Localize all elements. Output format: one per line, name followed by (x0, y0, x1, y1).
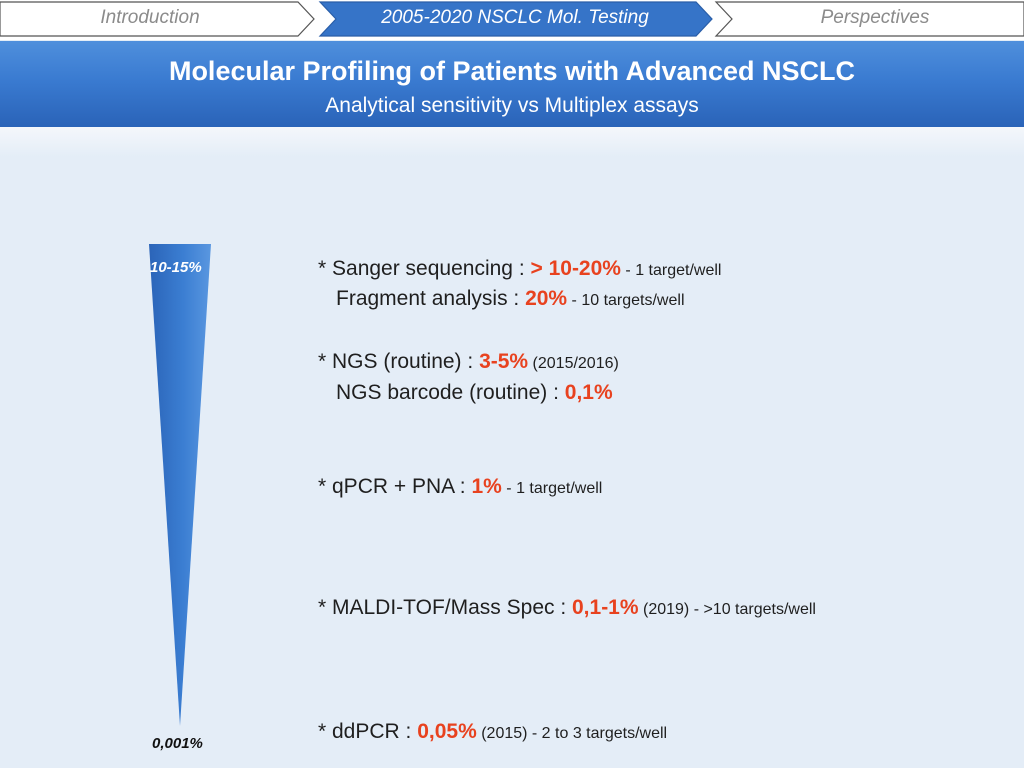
nav-item-perspectives[interactable]: Perspectives (820, 7, 930, 28)
assay-ngs-note: (2015/2016) (528, 355, 619, 372)
assay-ngs: * NGS (routine) : 3-5% (2015/2016) (318, 350, 619, 374)
section-navigation: Introduction 2005-2020 NSCLC Mol. Testin… (0, 0, 1024, 40)
assay-fragment-note: - 10 targets/well (567, 292, 685, 309)
assay-ngs-barcode: NGS barcode (routine) : 0,1% (336, 381, 613, 405)
nav-item-testing[interactable]: 2005-2020 NSCLC Mol. Testing (381, 7, 649, 28)
assay-ddpcr: * ddPCR : 0,05% (2015) - 2 to 3 targets/… (318, 720, 667, 744)
nav-item-introduction[interactable]: Introduction (100, 7, 200, 28)
assay-sanger-name: * Sanger sequencing : (318, 257, 531, 280)
assay-ngs-value: 3-5% (479, 350, 529, 373)
slide-title: Molecular Profiling of Patients with Adv… (168, 56, 856, 86)
slide-subtitle: Analytical sensitivity vs Multiplex assa… (325, 94, 699, 117)
assay-ngs-name: * NGS (routine) : (318, 350, 480, 373)
assay-sanger: * Sanger sequencing : > 10-20% - 1 targe… (318, 257, 721, 281)
assay-maldi-value: 0,1-1% (572, 596, 639, 619)
assay-fragment-name: Fragment analysis : (336, 287, 526, 310)
sensitivity-wedge (149, 244, 211, 726)
assay-maldi: * MALDI-TOF/Mass Spec : 0,1-1% (2019) - … (318, 596, 816, 620)
assay-qpcr: * qPCR + PNA : 1% - 1 target/well (318, 475, 602, 499)
nav-chevrons (0, 1, 1024, 37)
scale-bottom-label: 0,001% (152, 735, 203, 752)
assay-ddpcr-note: (2015) - 2 to 3 targets/well (476, 725, 668, 742)
assay-ngs-barcode-value: 0,1% (564, 381, 613, 404)
assay-fragment: Fragment analysis : 20% - 10 targets/wel… (336, 287, 685, 311)
header-shadow (0, 127, 1024, 157)
assay-qpcr-note: - 1 target/well (501, 480, 603, 497)
assay-maldi-name: * MALDI-TOF/Mass Spec : (318, 596, 572, 619)
assay-ngs-barcode-name: NGS barcode (routine) : (336, 381, 565, 404)
assay-sanger-value: > 10-20% (530, 257, 621, 280)
assay-ddpcr-value: 0,05% (417, 720, 477, 743)
assay-sanger-note: - 1 target/well (620, 262, 722, 279)
scale-top-label: 10-15% (150, 259, 202, 276)
nav-chevron-testing[interactable] (318, 1, 713, 37)
assay-fragment-value: 20% (525, 287, 568, 310)
nav-chevron-introduction[interactable] (0, 1, 315, 37)
title-band (0, 41, 1024, 127)
assay-maldi-note: (2019) - >10 targets/well (638, 601, 816, 618)
assay-qpcr-name: * qPCR + PNA : (318, 475, 472, 498)
assay-ddpcr-name: * ddPCR : (318, 720, 418, 743)
nav-chevron-perspectives[interactable] (714, 1, 1024, 37)
assay-qpcr-value: 1% (471, 475, 502, 498)
